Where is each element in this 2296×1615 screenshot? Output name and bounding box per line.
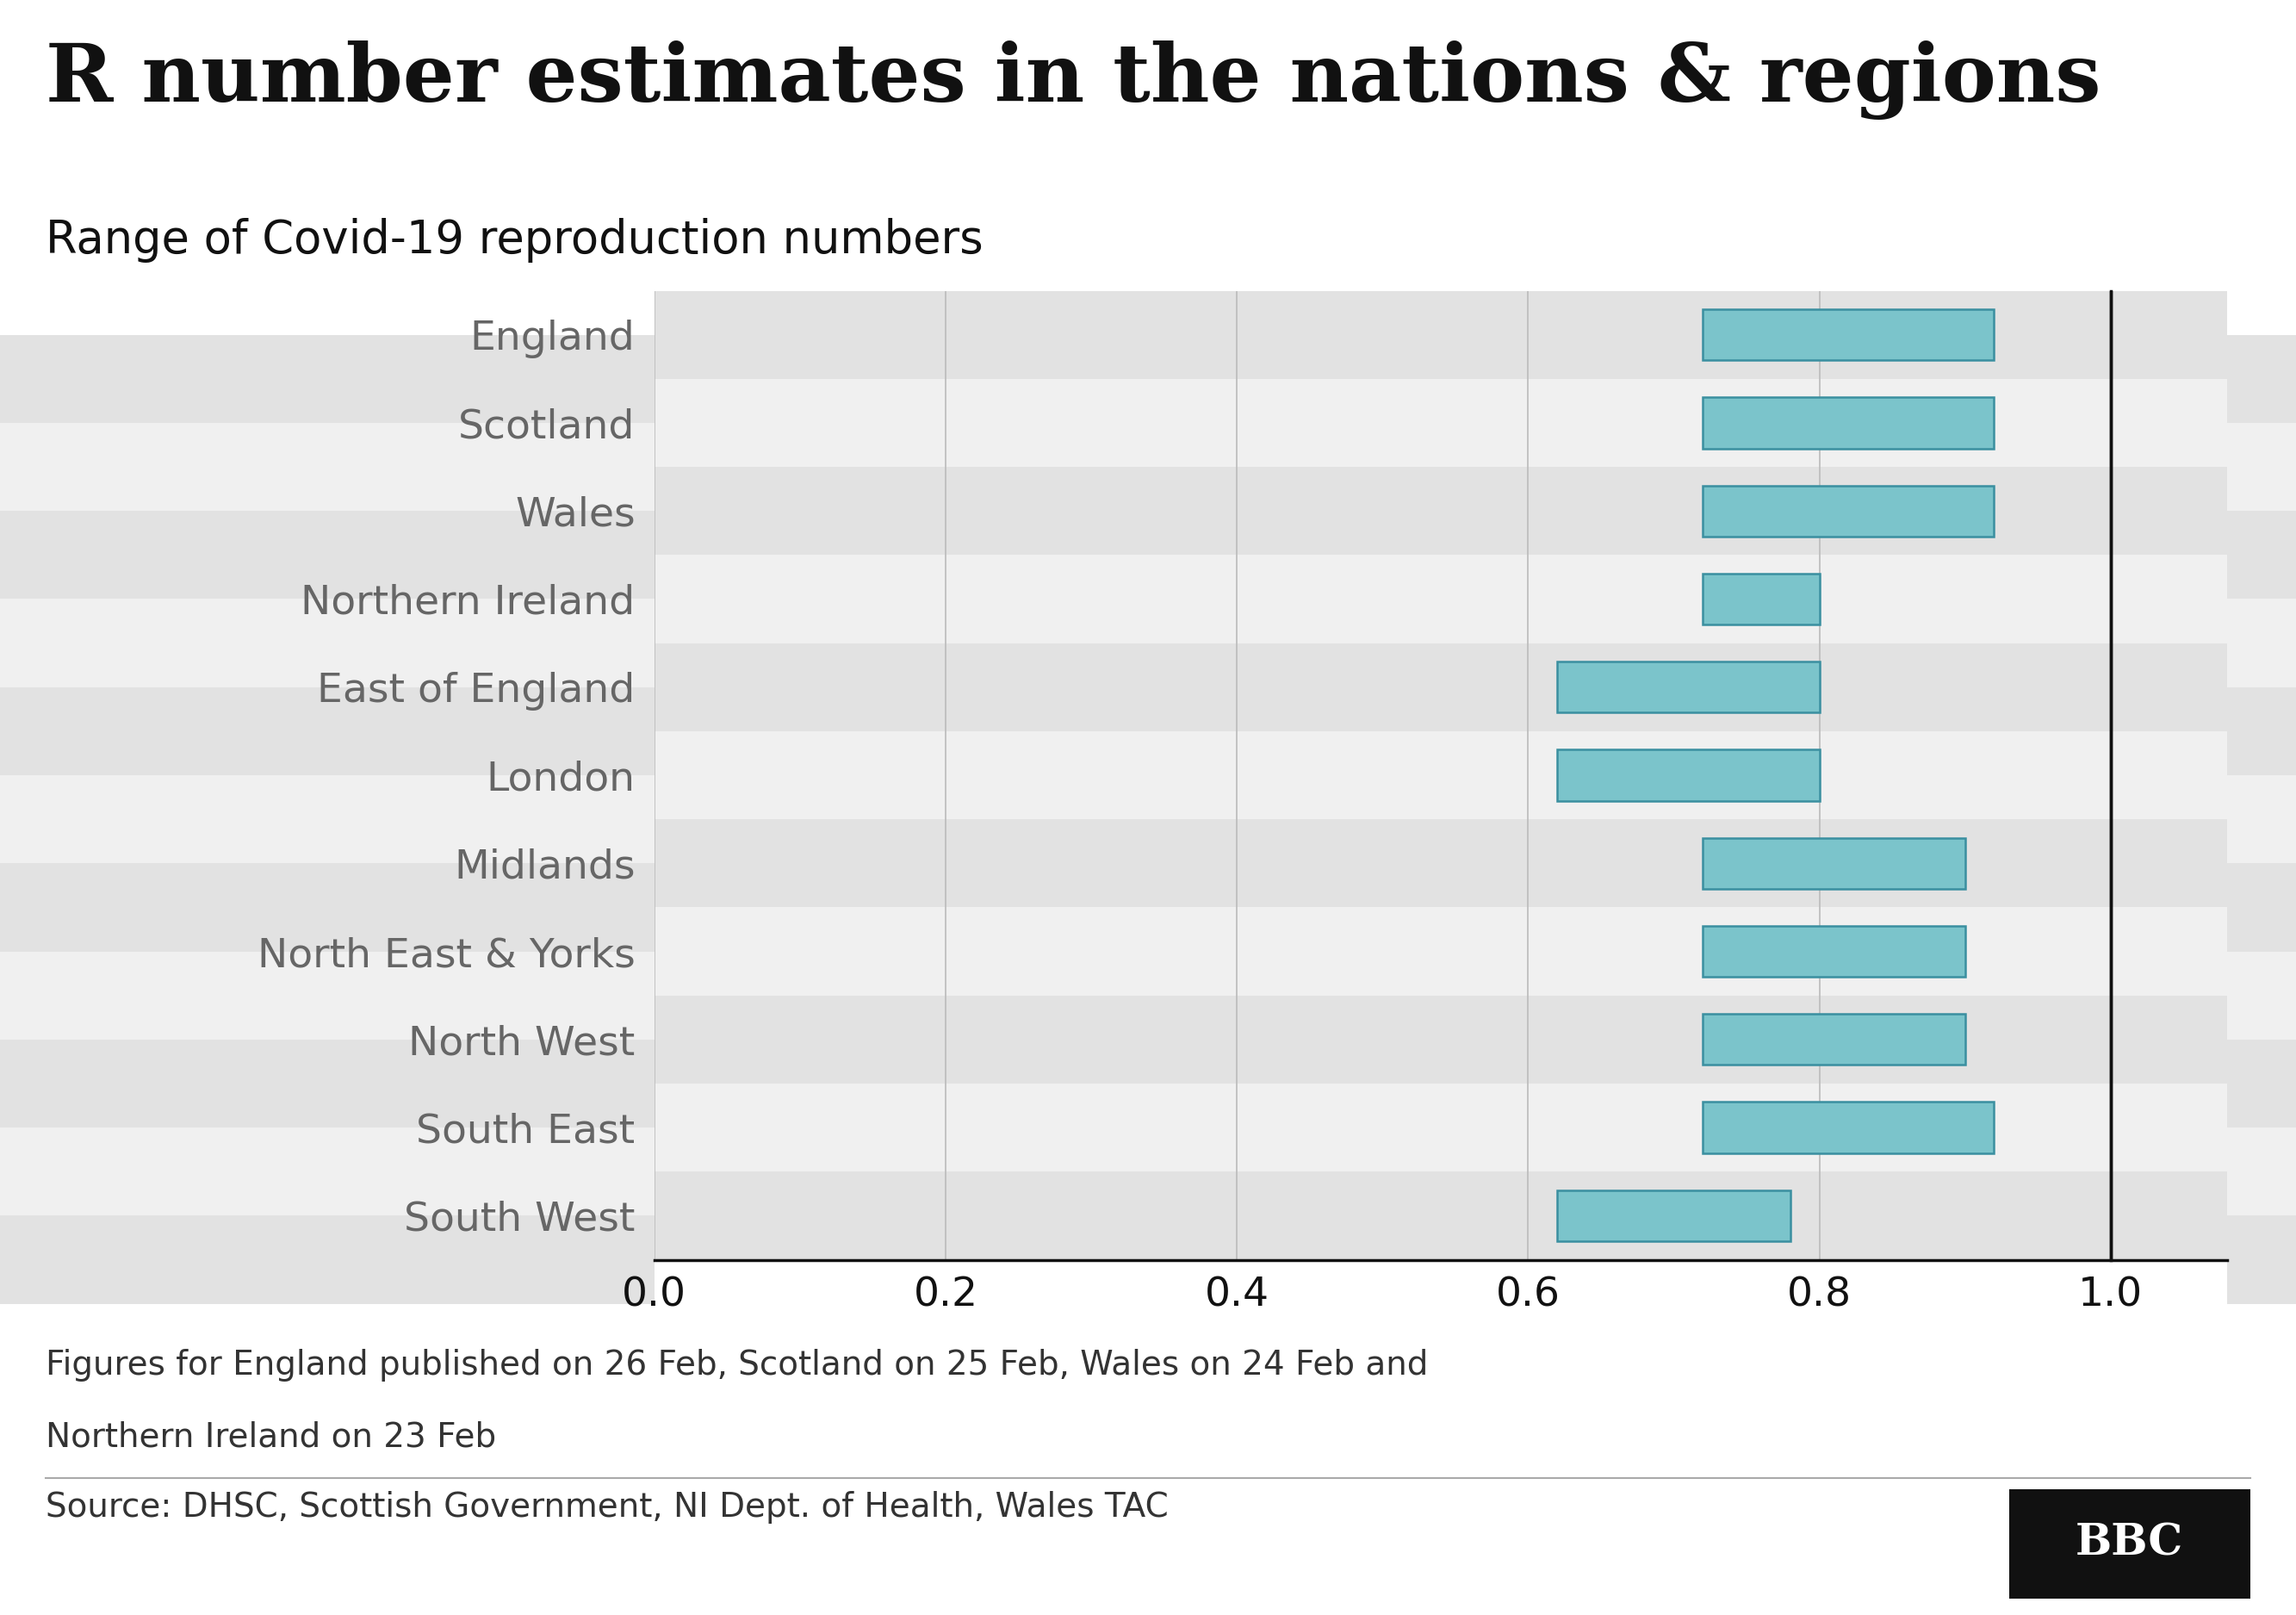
Text: R number estimates in the nations & regions: R number estimates in the nations & regi… [46,40,2101,120]
Bar [654,995,2227,1084]
Bar [1704,925,1965,977]
Bar [654,556,2227,643]
Bar [1704,573,1818,625]
Text: Figures for England published on 26 Feb, Scotland on 25 Feb, Wales on 24 Feb and: Figures for England published on 26 Feb,… [46,1349,1428,1381]
Bar [1704,1014,1965,1064]
Bar [1557,662,1818,712]
Bar [654,467,2227,556]
Bar [654,643,2227,732]
Text: Northern Ireland on 23 Feb: Northern Ireland on 23 Feb [46,1421,496,1454]
Bar [654,1171,2227,1260]
Bar [654,732,2227,819]
Bar [654,291,2227,380]
Bar [1557,749,1818,801]
Bar [1704,397,1995,449]
Bar [1557,1190,1791,1242]
Text: BBC: BBC [2076,1523,2183,1565]
Bar [1704,838,1965,888]
Bar [654,819,2227,908]
Bar [654,1084,2227,1171]
Text: Source: DHSC, Scottish Government, NI Dept. of Health, Wales TAC: Source: DHSC, Scottish Government, NI De… [46,1491,1169,1523]
Bar [1704,308,1995,360]
Bar [1704,1101,1995,1153]
Bar [654,908,2227,995]
Text: Range of Covid-19 reproduction numbers: Range of Covid-19 reproduction numbers [46,218,983,263]
Bar [654,380,2227,467]
Bar [1704,486,1995,536]
